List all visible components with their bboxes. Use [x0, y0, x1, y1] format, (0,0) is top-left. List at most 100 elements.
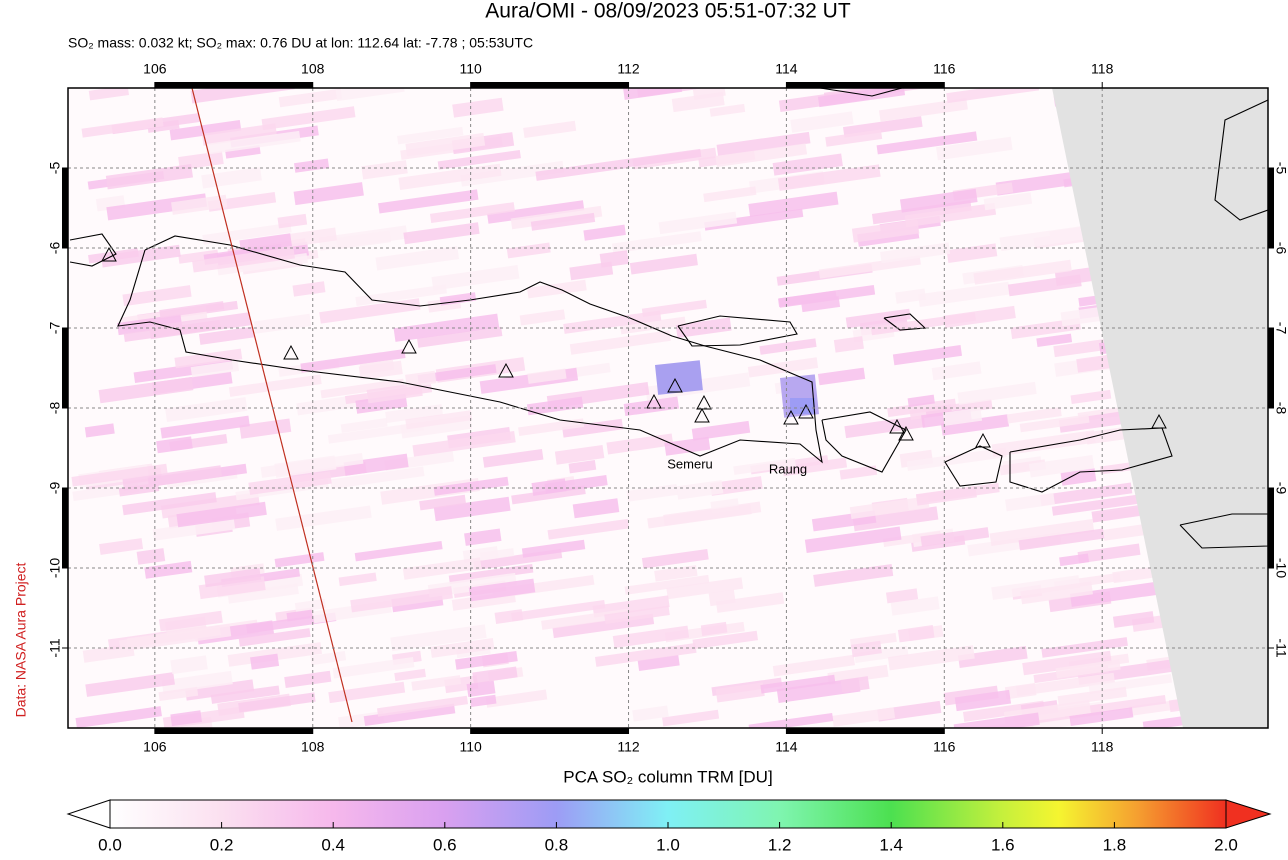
frame-segment — [62, 328, 68, 408]
pixel — [790, 111, 854, 133]
pixel — [772, 153, 843, 176]
pixel — [319, 298, 421, 324]
x-tick-label: 118 — [1091, 739, 1114, 755]
pixel — [105, 163, 194, 190]
credit: Data: NASA Aura Project — [13, 562, 29, 717]
pixel — [946, 88, 1040, 104]
pixel — [385, 404, 443, 424]
colorbar-high-arrow — [1225, 799, 1272, 829]
pixel — [98, 377, 194, 404]
pixel — [485, 689, 548, 708]
pixel — [890, 596, 940, 616]
pixel — [606, 433, 674, 455]
pixel — [655, 360, 703, 395]
pixel — [664, 436, 711, 456]
pixel — [530, 212, 596, 231]
pixel — [417, 364, 497, 384]
pixel — [1028, 455, 1095, 478]
pixel — [691, 420, 751, 441]
volcano — [283, 344, 299, 360]
pixel — [480, 548, 515, 561]
pixel — [437, 149, 521, 170]
pixel — [623, 396, 680, 417]
pixel — [378, 189, 479, 214]
pixel — [170, 655, 208, 675]
pixel — [658, 211, 738, 235]
coastline — [69, 233, 117, 267]
pixel — [292, 281, 326, 297]
pixel — [563, 310, 662, 334]
pixel — [390, 624, 487, 652]
pixel — [647, 504, 752, 529]
pixel — [654, 565, 698, 582]
y-tick-label: -11 — [47, 638, 63, 657]
pixel — [628, 148, 702, 167]
pixel — [983, 192, 1033, 211]
pixel — [176, 501, 267, 528]
pixel — [562, 418, 624, 438]
pixel — [165, 397, 248, 423]
pixel — [1020, 581, 1093, 605]
pixel — [405, 410, 473, 430]
pixel — [675, 317, 732, 339]
pixel — [813, 563, 894, 587]
pixel — [202, 222, 292, 245]
pixel — [1076, 354, 1112, 373]
pixel — [1041, 637, 1128, 658]
pixel — [278, 88, 342, 108]
pixel — [569, 330, 671, 355]
pixel — [394, 668, 426, 682]
pixel — [238, 628, 311, 647]
x-tick-label: 112 — [617, 739, 640, 755]
pixel — [464, 528, 502, 546]
pixel — [620, 316, 686, 335]
pixel — [359, 359, 395, 375]
pixel — [116, 314, 183, 336]
pixel — [583, 224, 626, 241]
pixel — [452, 97, 504, 118]
pixel — [878, 98, 968, 122]
coastline — [944, 445, 1003, 487]
pixel — [448, 563, 534, 585]
pixel — [1004, 683, 1037, 700]
pixel — [839, 465, 878, 480]
volcano-label: Raung — [769, 461, 807, 476]
pixel — [527, 368, 567, 384]
pixel — [99, 538, 144, 555]
colorbar-tick-label: 1.6 — [991, 835, 1015, 854]
pixel — [123, 319, 221, 342]
pixel — [405, 370, 437, 388]
pixel — [354, 540, 443, 562]
pixel — [716, 131, 811, 157]
pixel — [904, 202, 997, 228]
x-tick-label: 108 — [301, 61, 325, 77]
pixel — [412, 431, 516, 457]
pixel — [152, 518, 236, 541]
pixel — [1018, 528, 1105, 551]
volcano — [898, 425, 914, 441]
pixel — [340, 418, 388, 433]
pixel — [431, 265, 520, 291]
y-tick-label: -11 — [1273, 638, 1288, 657]
pixel — [284, 670, 332, 689]
pixel — [84, 423, 115, 438]
pixel — [850, 640, 882, 658]
volcano — [646, 393, 662, 409]
volcano — [1151, 413, 1167, 429]
pixel — [433, 476, 509, 496]
x-tick-label: 118 — [1091, 61, 1114, 77]
pixel — [1069, 579, 1173, 607]
pixel — [198, 326, 255, 345]
frame-segment — [1268, 168, 1274, 248]
pixel — [1019, 414, 1090, 433]
pixel — [85, 672, 175, 697]
pixel — [185, 679, 255, 701]
pixel — [624, 574, 710, 595]
pixel — [999, 224, 1095, 252]
pixel — [568, 460, 597, 474]
frame-segment — [62, 488, 68, 568]
frame-segment — [154, 82, 313, 88]
coastline — [821, 411, 907, 473]
